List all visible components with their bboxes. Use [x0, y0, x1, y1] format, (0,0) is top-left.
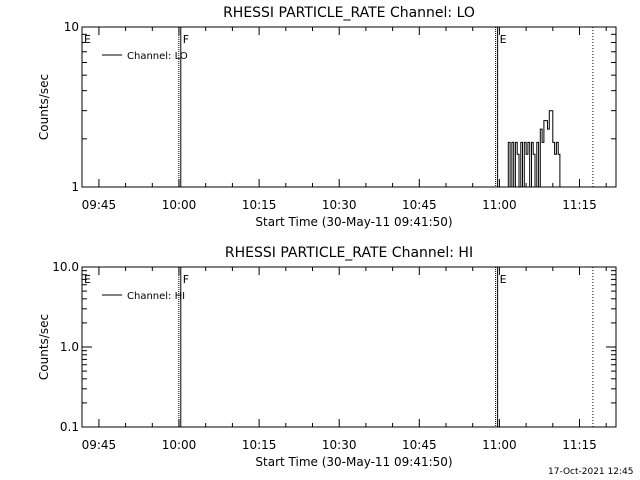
chart-panel-2: RHESSI PARTICLE_RATE Channel: HI Start Ti… [37, 245, 617, 469]
x-tick-label: 11:00 [482, 198, 517, 212]
x-axis-label: Start Time (30-May-11 09:41:50) [255, 215, 452, 229]
marker-label: F [183, 33, 189, 46]
y-axis-label: Counts/sec [37, 314, 51, 380]
x-tick-label: 11:15 [562, 438, 597, 452]
plot-frame [81, 26, 617, 188]
legend-label: Channel: HI [127, 291, 185, 302]
chart-panel-1: RHESSI PARTICLE_RATE Channel: LO Start Ti… [37, 5, 617, 229]
marker-label: E [84, 33, 91, 46]
footer-timestamp: 17-Oct-2021 12:45 [548, 467, 634, 477]
marker-label: F [183, 273, 189, 286]
x-tick-label: 10:15 [242, 438, 277, 452]
series-line [506, 110, 562, 188]
marker-label: E [84, 273, 91, 286]
y-tick-label: 1.0 [60, 340, 79, 354]
x-tick-label: 10:00 [162, 438, 197, 452]
x-tick-label: 10:45 [402, 438, 437, 452]
x-tick-label: 10:30 [322, 438, 357, 452]
y-tick-label: 0.1 [60, 420, 79, 434]
y-tick-label: 1 [71, 180, 79, 194]
chart-title: RHESSI PARTICLE_RATE Channel: HI [225, 245, 473, 261]
x-tick-label: 09:45 [82, 198, 117, 212]
x-axis-label: Start Time (30-May-11 09:41:50) [255, 455, 452, 469]
y-tick-label: 10 [64, 20, 79, 34]
x-tick-label: 11:00 [482, 438, 517, 452]
x-tick-label: 10:00 [162, 198, 197, 212]
marker-label: E [500, 33, 507, 46]
marker-label: E [500, 273, 507, 286]
x-tick-label: 10:15 [242, 198, 277, 212]
x-tick-label: 10:30 [322, 198, 357, 212]
x-tick-label: 09:45 [82, 438, 117, 452]
y-tick-label: 10.0 [52, 260, 79, 274]
x-tick-label: 10:45 [402, 198, 437, 212]
y-axis-label: Counts/sec [37, 74, 51, 140]
x-tick-label: 11:15 [562, 198, 597, 212]
chart-title: RHESSI PARTICLE_RATE Channel: LO [223, 5, 475, 21]
legend-label: Channel: LO [127, 51, 188, 62]
